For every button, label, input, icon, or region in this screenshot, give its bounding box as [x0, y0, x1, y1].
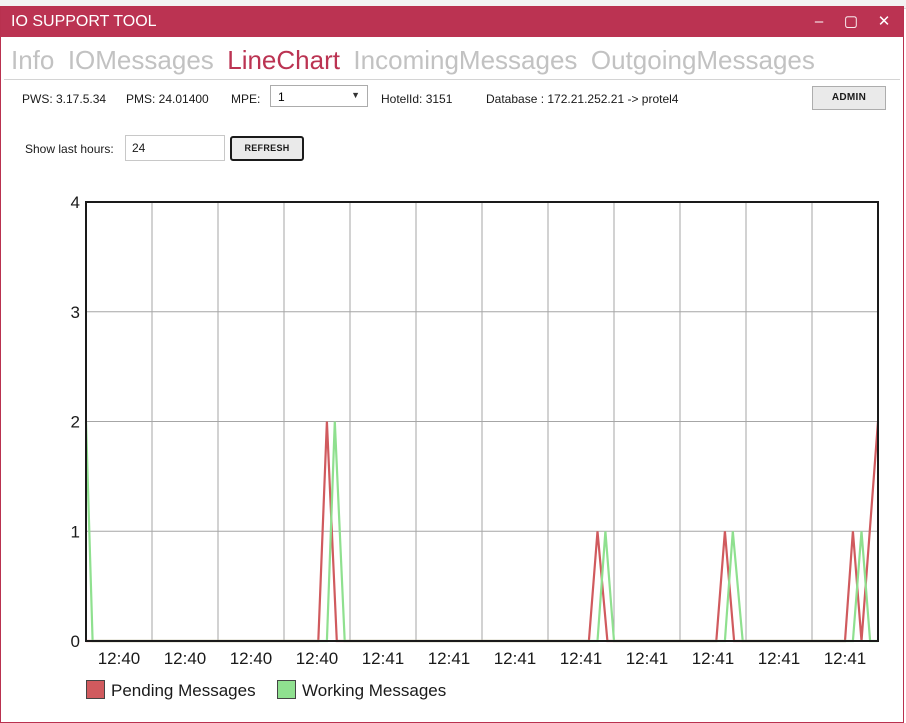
- title-bar[interactable]: IO SUPPORT TOOL – ▢ ✕: [1, 7, 903, 37]
- minimize-button[interactable]: –: [814, 13, 824, 30]
- tab-bar: Info IOMessages LineChart IncomingMessag…: [11, 45, 824, 81]
- x-tick-label: 12:41: [560, 649, 603, 668]
- window-title: IO SUPPORT TOOL: [11, 13, 157, 30]
- admin-button[interactable]: ADMIN: [812, 86, 886, 110]
- x-tick-label: 12:41: [494, 649, 537, 668]
- hours-input[interactable]: 24: [125, 135, 225, 161]
- close-button[interactable]: ✕: [877, 13, 891, 30]
- x-tick-label: 12:40: [98, 649, 141, 668]
- x-tick-label: 12:40: [296, 649, 339, 668]
- tab-outgoingmessages[interactable]: OutgoingMessages: [590, 45, 815, 75]
- x-tick-label: 12:40: [164, 649, 207, 668]
- x-tick-label: 12:41: [824, 649, 867, 668]
- y-tick-label: 1: [71, 522, 80, 541]
- pms-version: PMS: 24.01400: [126, 92, 209, 106]
- y-tick-label: 0: [71, 632, 80, 651]
- y-tick-label: 2: [71, 413, 80, 432]
- x-tick-label: 12:41: [428, 649, 471, 668]
- tab-incomingmessages[interactable]: IncomingMessages: [353, 45, 578, 75]
- legend-pending-label: Pending Messages: [111, 681, 256, 700]
- tab-linechart[interactable]: LineChart: [227, 45, 340, 75]
- show-hours-label: Show last hours:: [25, 142, 114, 156]
- x-tick-label: 12:41: [692, 649, 735, 668]
- tab-info[interactable]: Info: [11, 45, 55, 75]
- mpe-selected-value: 1: [278, 90, 285, 104]
- x-tick-label: 12:40: [230, 649, 273, 668]
- database-info: Database : 172.21.252.21 -> protel4: [486, 92, 679, 106]
- x-tick-label: 12:41: [362, 649, 405, 668]
- legend-working-label: Working Messages: [302, 681, 447, 700]
- legend-working: Working Messages: [277, 680, 446, 701]
- x-tick-label: 12:41: [626, 649, 669, 668]
- x-tick-label: 12:41: [758, 649, 801, 668]
- maximize-button[interactable]: ▢: [843, 13, 859, 30]
- app-window: IO SUPPORT TOOL – ▢ ✕ Info IOMessages Li…: [0, 6, 904, 723]
- tab-iomessages[interactable]: IOMessages: [67, 45, 214, 75]
- tab-divider: [4, 79, 900, 80]
- refresh-button[interactable]: REFRESH: [230, 136, 304, 161]
- pws-version: PWS: 3.17.5.34: [22, 92, 107, 106]
- y-tick-label: 3: [71, 303, 80, 322]
- hotel-id: HotelId: 3151: [381, 92, 453, 106]
- mpe-dropdown[interactable]: 1 ▼: [270, 85, 368, 107]
- legend-pending-swatch: [86, 680, 105, 699]
- plot-border: [85, 201, 879, 642]
- mpe-label: MPE:: [231, 92, 261, 106]
- legend-working-swatch: [277, 680, 296, 699]
- y-tick-label: 4: [71, 193, 80, 212]
- legend-pending: Pending Messages: [86, 680, 256, 701]
- dropdown-arrow-icon: ▼: [351, 90, 360, 100]
